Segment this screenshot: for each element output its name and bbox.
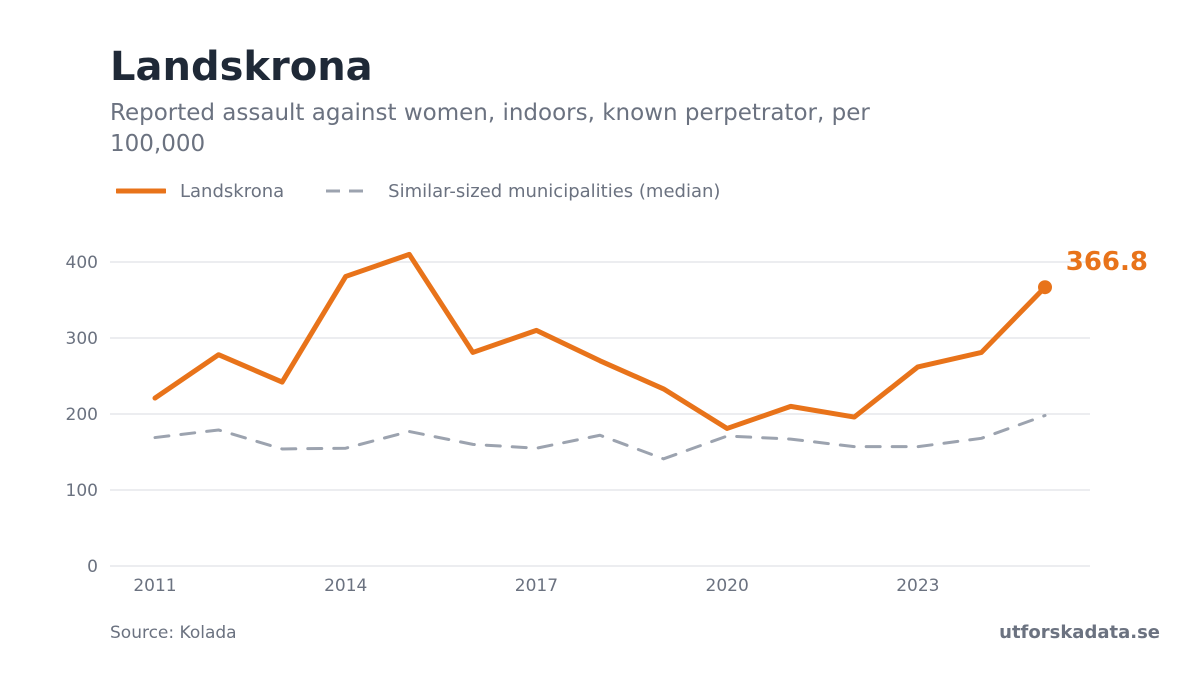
y-axis-ticks: 0 100 200 300 400: [66, 253, 98, 577]
source-note: Source: Kolada: [110, 623, 237, 643]
end-markers: 366.8: [1038, 247, 1148, 295]
median-series-line: [153, 414, 1047, 461]
x-tick-label: 2023: [896, 576, 939, 596]
legend-item-median: Similar-sized municipalities (median): [324, 181, 720, 202]
x-axis-ticks: 2011 2014 2017 2020 2023: [133, 576, 939, 596]
chart-subtitle: Reported assault against women, indoors,…: [110, 100, 870, 157]
legend: Landskrona Similar-sized municipalities …: [116, 178, 760, 204]
chart-title: Landskrona: [110, 44, 373, 90]
legend-label-median: Similar-sized municipalities (median): [388, 180, 721, 202]
y-tick-label: 300: [66, 329, 98, 349]
brand-logo-text: utforskadata.se: [999, 622, 1160, 643]
legend-swatch-solid: [116, 188, 166, 194]
legend-label-landskrona: Landskrona: [180, 180, 285, 202]
landskrona-series-line: [152, 251, 1048, 431]
legend-item-landskrona: Landskrona: [116, 181, 284, 202]
y-tick-label: 100: [66, 481, 98, 501]
legend-swatch-dashed: [326, 189, 373, 193]
x-tick-label: 2020: [706, 576, 749, 596]
y-tick-label: 200: [66, 405, 98, 425]
series-lines: [152, 251, 1048, 461]
gridlines: [110, 261, 1090, 567]
x-tick-label: 2017: [515, 576, 558, 596]
y-tick-label: 0: [87, 557, 98, 577]
x-tick-label: 2014: [324, 576, 367, 596]
last-value-label: 366.8: [1066, 247, 1148, 277]
last-value-marker: [1038, 280, 1052, 295]
y-tick-label: 400: [66, 253, 98, 273]
x-tick-label: 2011: [133, 576, 176, 596]
